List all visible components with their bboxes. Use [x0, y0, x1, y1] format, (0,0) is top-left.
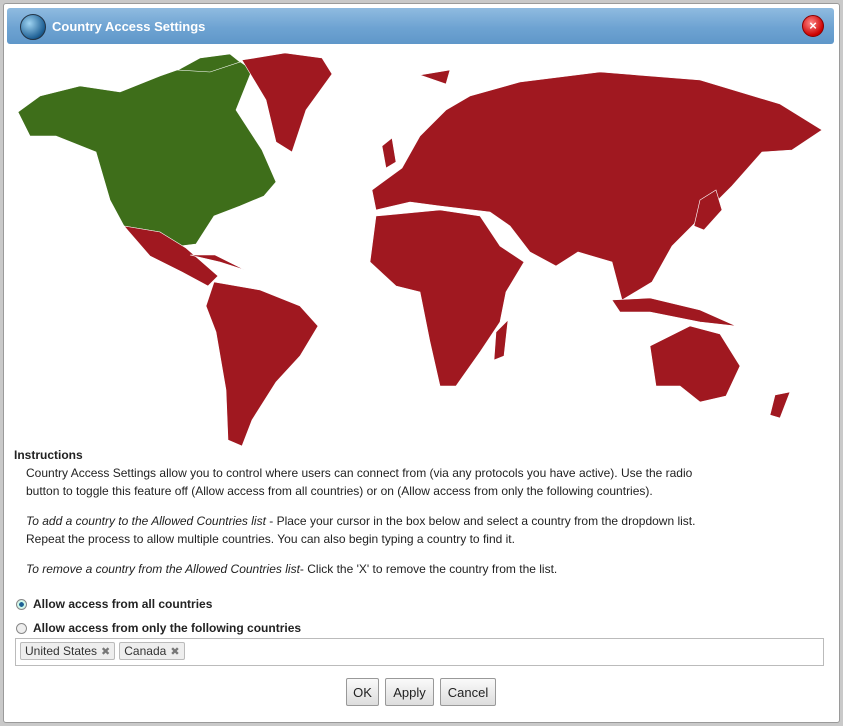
radio-allow-all[interactable]: Allow access from all countries [16, 597, 212, 611]
country-tag: United States ✖ [20, 642, 116, 660]
instructions-remove: To remove a country from the Allowed Cou… [26, 562, 558, 576]
blocked-regions[interactable] [123, 52, 823, 447]
world-map[interactable] [0, 45, 843, 447]
instructions-text: button to toggle this feature off (Allow… [26, 484, 653, 498]
close-icon[interactable]: × [802, 15, 824, 37]
remove-country-icon[interactable]: ✖ [170, 646, 180, 658]
dialog-title: Country Access Settings [52, 19, 206, 34]
radio-allow-following[interactable]: Allow access from only the following cou… [16, 621, 301, 635]
radio-button-selected[interactable] [16, 598, 27, 610]
radio-button[interactable] [16, 622, 27, 634]
instructions-text: Repeat the process to allow multiple cou… [26, 532, 515, 546]
globe-lock-icon [20, 14, 46, 40]
title-bar: Country Access Settings × [7, 8, 834, 44]
instructions: Instructions Country Access Settings all… [14, 446, 695, 578]
apply-button[interactable]: Apply [385, 678, 434, 706]
cancel-button[interactable]: Cancel [440, 678, 496, 706]
allowed-region-north-america[interactable] [17, 53, 277, 247]
instructions-heading: Instructions [14, 448, 83, 462]
remove-country-icon[interactable]: ✖ [101, 646, 111, 658]
instructions-text: Country Access Settings allow you to con… [26, 466, 693, 480]
instructions-add: To add a country to the Allowed Countrie… [26, 514, 696, 528]
country-tag: Canada ✖ [119, 642, 185, 660]
ok-button[interactable]: OK [346, 678, 379, 706]
allowed-countries-input[interactable]: United States ✖ Canada ✖ [15, 638, 824, 666]
